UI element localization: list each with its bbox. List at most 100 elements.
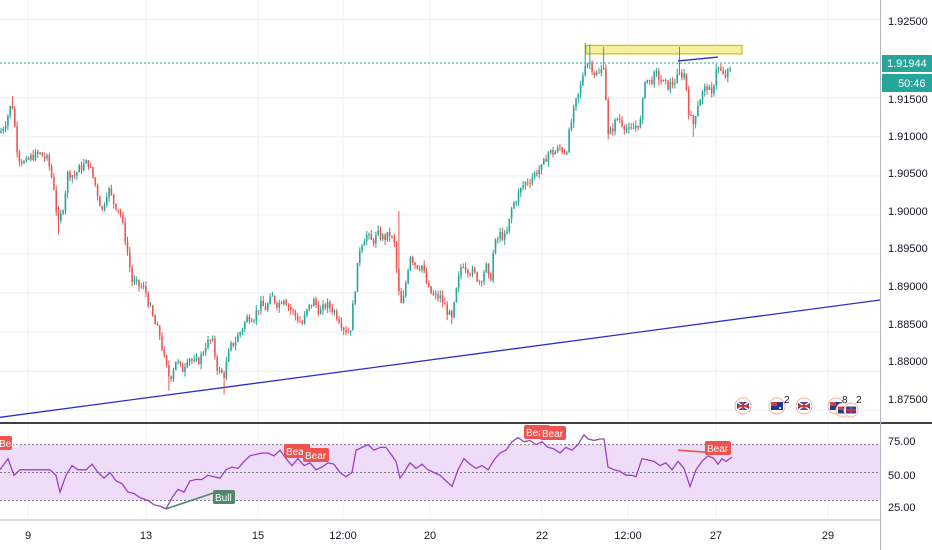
uk-flag-icon[interactable] — [734, 397, 752, 415]
candle-body — [506, 231, 508, 234]
candle-body — [11, 105, 14, 109]
resistance-zone[interactable] — [585, 44, 743, 55]
candle-body — [267, 303, 269, 311]
candle-body — [204, 347, 207, 353]
candle-body — [694, 116, 697, 124]
candle-body — [612, 128, 614, 132]
rsi-axis[interactable]: 75.00 50.00 25.00 — [888, 436, 916, 514]
candle-body — [464, 267, 467, 270]
candle-body — [211, 338, 214, 341]
uk-flag-icon[interactable] — [795, 397, 813, 415]
price-tick: 1.91000 — [888, 131, 928, 143]
au-flag-icon[interactable] — [768, 397, 786, 415]
price-tick: 1.92500 — [888, 16, 928, 28]
candle-body — [248, 316, 251, 322]
bear-label[interactable]: Bear — [540, 426, 566, 440]
candle-body — [271, 295, 274, 297]
candle-body — [168, 365, 170, 377]
candle-body — [448, 310, 451, 315]
candle-body — [126, 241, 129, 253]
bear-label[interactable]: Bear — [705, 441, 731, 455]
candle-body — [340, 322, 343, 328]
candle-body — [246, 316, 248, 323]
candle-body — [0, 130, 2, 133]
candle-body — [41, 152, 44, 157]
candle-body — [455, 288, 458, 303]
candle-body — [674, 83, 676, 85]
candle-body — [20, 161, 23, 164]
candle-body — [616, 118, 619, 120]
candle-body — [9, 105, 11, 116]
candle-body — [32, 154, 34, 160]
candle-body — [338, 318, 340, 323]
candle-body — [170, 376, 172, 380]
candle-body — [181, 364, 184, 372]
ascending-trendline[interactable] — [0, 293, 932, 418]
candle-body — [269, 296, 271, 304]
candle-body — [430, 286, 432, 294]
candle-body — [388, 231, 391, 237]
candle-body — [591, 62, 593, 73]
candle-body — [221, 369, 223, 373]
candle-body — [133, 280, 136, 283]
price-axis[interactable]: 1.92500 1.91500 1.91000 1.90500 1.90000 … — [882, 16, 932, 406]
svg-text:Bear: Bear — [707, 444, 729, 455]
candle-body — [108, 188, 110, 197]
candle-body — [163, 349, 166, 356]
candle-body — [382, 234, 384, 240]
candle-body — [57, 211, 60, 221]
candle-body — [223, 372, 225, 379]
candle-body — [4, 125, 7, 129]
candle-body — [158, 325, 161, 337]
candle-body — [635, 125, 637, 129]
candle-body — [310, 304, 313, 307]
candle-body — [579, 84, 582, 94]
price-tick: 1.87500 — [888, 394, 928, 406]
candle-body — [290, 306, 292, 311]
candle-body — [377, 230, 379, 235]
candle-body — [428, 283, 430, 287]
time-axis[interactable]: 9 13 15 12:00 20 22 12:00 27 29 — [25, 530, 834, 542]
candle-body — [273, 295, 276, 303]
top-connector-line[interactable] — [677, 56, 719, 62]
candle-body — [508, 218, 511, 232]
candle-body — [577, 93, 580, 99]
bull-label[interactable]: Bull — [213, 490, 235, 504]
uk-flag-icon[interactable] — [843, 402, 859, 418]
candle-body — [319, 309, 322, 314]
candle-body — [538, 170, 540, 175]
candle-body — [333, 311, 336, 313]
candle-body — [623, 125, 626, 130]
candle-body — [639, 119, 642, 128]
svg-text:Bear: Bear — [526, 428, 548, 439]
candle-body — [299, 321, 301, 323]
candle-body — [140, 286, 143, 288]
bear-label[interactable]: Bear — [0, 436, 21, 450]
candle-body — [485, 263, 488, 273]
candle-body — [632, 128, 635, 130]
countdown-tag — [882, 74, 932, 92]
candle-body — [671, 81, 674, 85]
candle-body — [87, 160, 90, 167]
candle-body — [658, 71, 660, 81]
candle-body — [729, 68, 731, 70]
candle-body — [513, 202, 515, 209]
candle-body — [467, 269, 469, 275]
candle-body — [690, 114, 692, 116]
candle-body — [292, 310, 294, 312]
candle-body — [161, 336, 163, 350]
candle-body — [352, 303, 354, 331]
candle-body — [103, 204, 106, 210]
candle-body — [193, 359, 195, 361]
bear-label[interactable]: Bear — [303, 448, 329, 462]
candle-body — [549, 149, 552, 153]
candle-body — [14, 108, 16, 127]
candle-body — [18, 152, 21, 162]
candle-body — [365, 234, 368, 242]
candle-body — [264, 306, 267, 311]
candle-body — [308, 304, 310, 310]
price-tick: 1.90500 — [888, 168, 928, 180]
candle-body — [556, 147, 559, 152]
economic-events[interactable]: 2 8 2 — [734, 395, 862, 418]
